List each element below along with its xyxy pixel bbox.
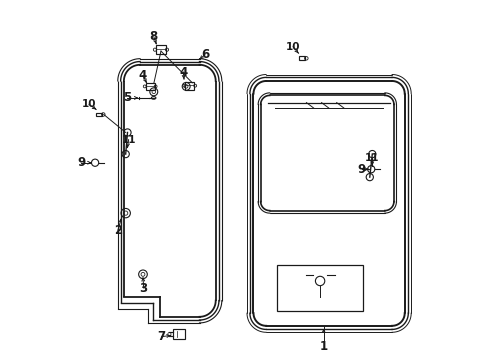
Text: 7: 7 [157,330,165,343]
Text: 4: 4 [179,66,187,78]
Bar [96,113,102,116]
Text: 8: 8 [149,30,158,43]
Text: 11: 11 [365,153,379,163]
Bar [156,45,166,54]
Bar [145,82,154,90]
Text: 3: 3 [140,282,147,294]
Text: 6: 6 [201,48,208,61]
Bar [299,57,305,60]
Text: 10: 10 [285,42,300,52]
Text: 5: 5 [123,91,131,104]
Text: 4: 4 [139,69,147,82]
Text: 11: 11 [121,135,136,145]
Text: 9: 9 [357,163,365,176]
Bar [276,265,363,311]
Bar [173,329,184,339]
Text: 9: 9 [77,156,85,169]
Text: 10: 10 [81,99,96,109]
Bar [185,82,194,90]
Text: 1: 1 [319,340,327,353]
Text: 2: 2 [114,224,122,237]
